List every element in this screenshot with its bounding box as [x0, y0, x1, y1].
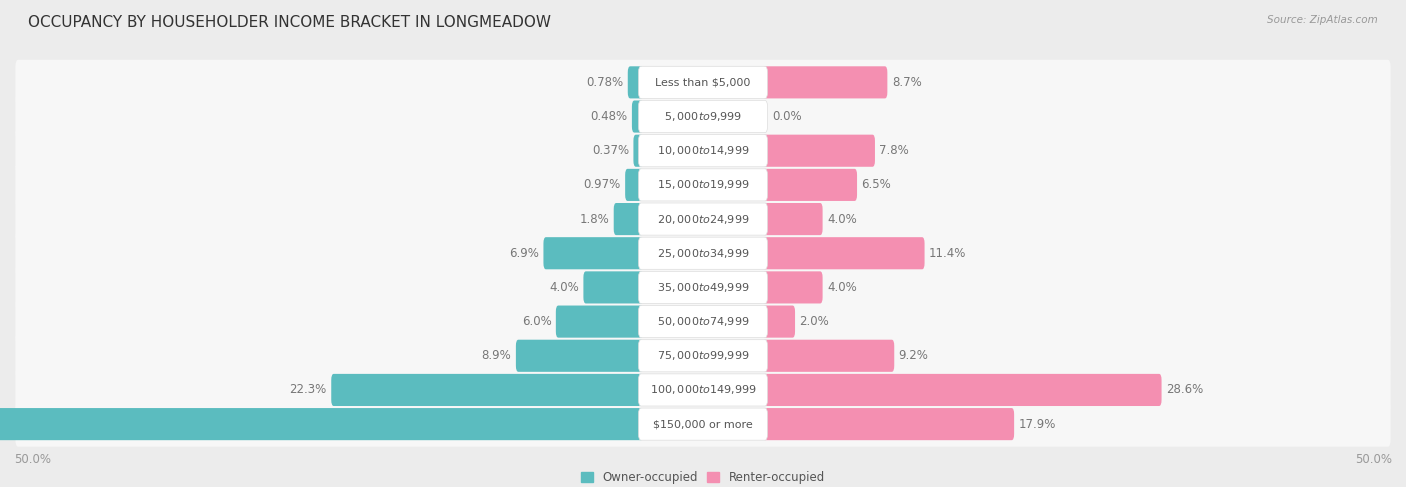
Text: 28.6%: 28.6% [1166, 383, 1204, 396]
Text: 6.5%: 6.5% [862, 178, 891, 191]
Text: $150,000 or more: $150,000 or more [654, 419, 752, 429]
FancyBboxPatch shape [613, 203, 644, 235]
Text: 22.3%: 22.3% [290, 383, 326, 396]
FancyBboxPatch shape [762, 237, 925, 269]
FancyBboxPatch shape [15, 333, 1391, 378]
Text: $10,000 to $14,999: $10,000 to $14,999 [657, 144, 749, 157]
FancyBboxPatch shape [638, 100, 768, 132]
Text: 6.0%: 6.0% [522, 315, 551, 328]
FancyBboxPatch shape [15, 402, 1391, 447]
FancyBboxPatch shape [0, 408, 644, 440]
FancyBboxPatch shape [638, 340, 768, 372]
Text: $50,000 to $74,999: $50,000 to $74,999 [657, 315, 749, 328]
FancyBboxPatch shape [762, 203, 823, 235]
Text: $75,000 to $99,999: $75,000 to $99,999 [657, 349, 749, 362]
FancyBboxPatch shape [15, 94, 1391, 139]
Text: 11.4%: 11.4% [929, 247, 966, 260]
FancyBboxPatch shape [15, 231, 1391, 276]
FancyBboxPatch shape [15, 299, 1391, 344]
FancyBboxPatch shape [762, 408, 1014, 440]
Text: 8.7%: 8.7% [891, 76, 921, 89]
FancyBboxPatch shape [638, 203, 768, 235]
Text: 0.37%: 0.37% [592, 144, 628, 157]
FancyBboxPatch shape [762, 340, 894, 372]
FancyBboxPatch shape [15, 265, 1391, 310]
Text: 4.0%: 4.0% [827, 281, 856, 294]
Text: 6.9%: 6.9% [509, 247, 538, 260]
Text: 0.97%: 0.97% [583, 178, 620, 191]
Text: 0.78%: 0.78% [586, 76, 623, 89]
FancyBboxPatch shape [638, 169, 768, 201]
FancyBboxPatch shape [638, 66, 768, 98]
FancyBboxPatch shape [15, 197, 1391, 242]
FancyBboxPatch shape [762, 134, 875, 167]
Text: $100,000 to $149,999: $100,000 to $149,999 [650, 383, 756, 396]
Text: $5,000 to $9,999: $5,000 to $9,999 [664, 110, 742, 123]
FancyBboxPatch shape [627, 66, 644, 98]
FancyBboxPatch shape [762, 305, 794, 337]
FancyBboxPatch shape [638, 374, 768, 406]
FancyBboxPatch shape [638, 305, 768, 337]
FancyBboxPatch shape [762, 374, 1161, 406]
Text: 8.9%: 8.9% [482, 349, 512, 362]
FancyBboxPatch shape [638, 237, 768, 269]
FancyBboxPatch shape [555, 305, 644, 337]
Text: 7.8%: 7.8% [879, 144, 910, 157]
Text: 2.0%: 2.0% [800, 315, 830, 328]
Text: $35,000 to $49,999: $35,000 to $49,999 [657, 281, 749, 294]
Text: 0.48%: 0.48% [591, 110, 627, 123]
FancyBboxPatch shape [583, 271, 644, 303]
Text: 1.8%: 1.8% [579, 212, 609, 225]
Text: 4.0%: 4.0% [827, 212, 856, 225]
Text: 4.0%: 4.0% [550, 281, 579, 294]
FancyBboxPatch shape [762, 271, 823, 303]
Text: $25,000 to $34,999: $25,000 to $34,999 [657, 247, 749, 260]
Text: 0.0%: 0.0% [772, 110, 801, 123]
Text: $20,000 to $24,999: $20,000 to $24,999 [657, 212, 749, 225]
FancyBboxPatch shape [626, 169, 644, 201]
FancyBboxPatch shape [516, 340, 644, 372]
FancyBboxPatch shape [638, 408, 768, 440]
FancyBboxPatch shape [15, 367, 1391, 412]
FancyBboxPatch shape [638, 271, 768, 303]
FancyBboxPatch shape [631, 100, 644, 132]
FancyBboxPatch shape [332, 374, 644, 406]
FancyBboxPatch shape [544, 237, 644, 269]
Text: 50.0%: 50.0% [14, 453, 51, 466]
FancyBboxPatch shape [762, 66, 887, 98]
FancyBboxPatch shape [15, 60, 1391, 105]
Text: $15,000 to $19,999: $15,000 to $19,999 [657, 178, 749, 191]
FancyBboxPatch shape [762, 169, 858, 201]
Text: OCCUPANCY BY HOUSEHOLDER INCOME BRACKET IN LONGMEADOW: OCCUPANCY BY HOUSEHOLDER INCOME BRACKET … [28, 15, 551, 30]
Legend: Owner-occupied, Renter-occupied: Owner-occupied, Renter-occupied [576, 467, 830, 487]
Text: 50.0%: 50.0% [1355, 453, 1392, 466]
FancyBboxPatch shape [15, 162, 1391, 207]
FancyBboxPatch shape [638, 134, 768, 167]
Text: 17.9%: 17.9% [1018, 418, 1056, 431]
FancyBboxPatch shape [634, 134, 644, 167]
Text: 9.2%: 9.2% [898, 349, 928, 362]
Text: Source: ZipAtlas.com: Source: ZipAtlas.com [1267, 15, 1378, 25]
FancyBboxPatch shape [15, 128, 1391, 173]
Text: Less than $5,000: Less than $5,000 [655, 77, 751, 87]
